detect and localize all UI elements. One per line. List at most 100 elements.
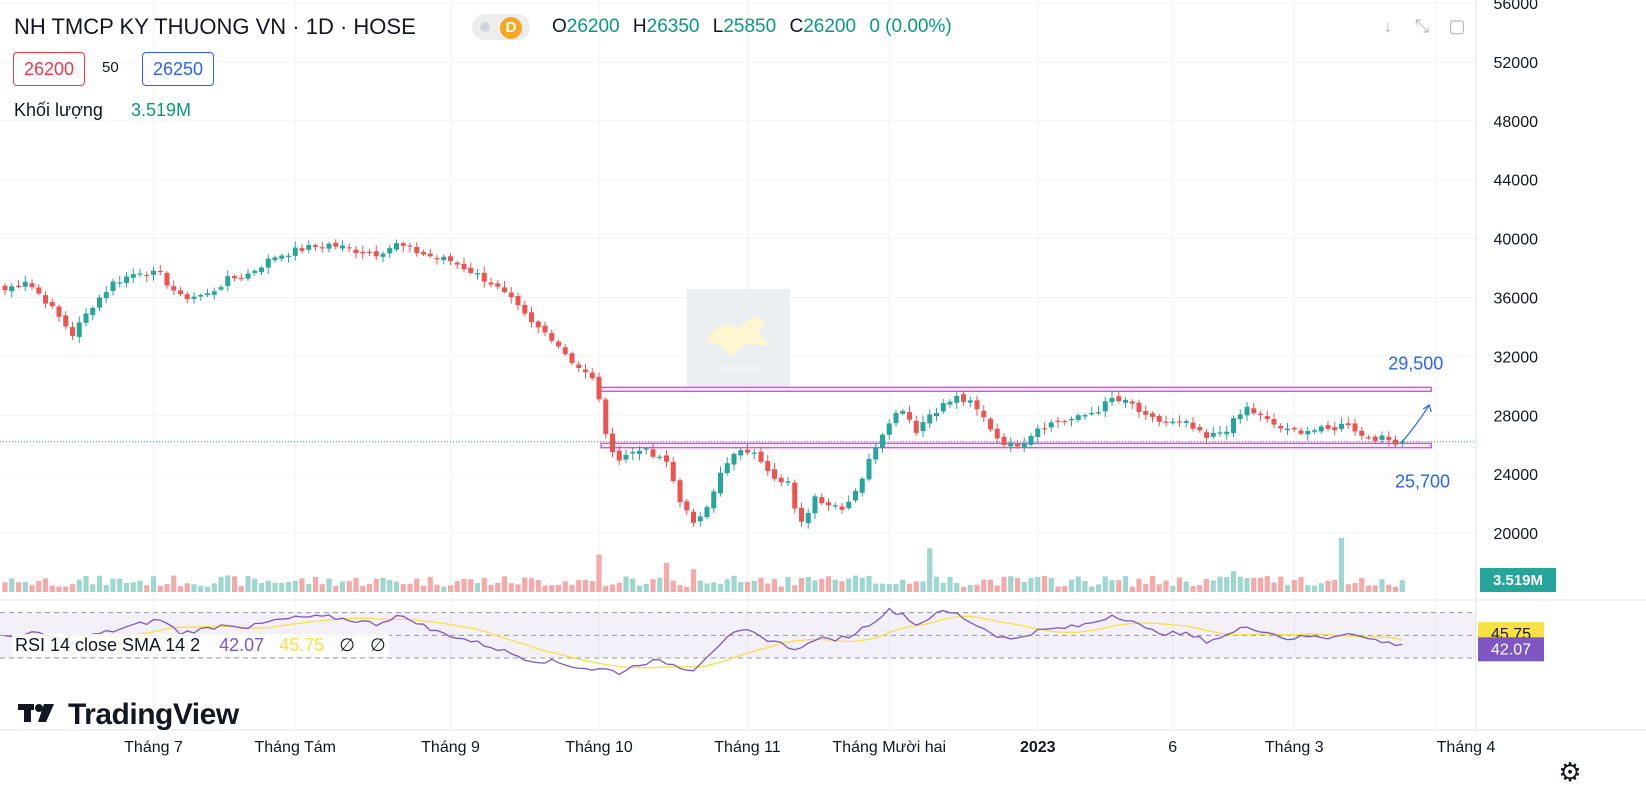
rsi-legend-sma: 45.75 — [279, 635, 325, 655]
candle-body — [1372, 436, 1378, 441]
candle-body — [704, 507, 710, 517]
volume-bar — [1379, 579, 1385, 592]
volume-bar — [974, 584, 980, 592]
symbol-title[interactable]: NH TMCP KY THUONG VN · 1D · HOSE — [14, 14, 416, 39]
candle-body — [1399, 441, 1405, 444]
candle-body — [137, 273, 143, 275]
volume-bar — [1048, 578, 1054, 592]
candle-body — [90, 307, 96, 316]
candle-body — [448, 256, 453, 262]
price-axis[interactable]: 20000 24000 28000 32000 36000 40000 44000 48000… — [1478, 0, 1556, 662]
data-status-badge[interactable]: D — [472, 14, 530, 40]
volume-bar — [360, 585, 366, 592]
sell-price-button[interactable]: 26200 — [13, 52, 86, 86]
volume-bar — [1021, 581, 1027, 592]
candle-body — [859, 478, 865, 493]
volume-bar — [171, 575, 177, 592]
tradingview-logo[interactable]: TradingView — [18, 698, 239, 732]
volume-bar — [630, 578, 636, 592]
candle-body — [508, 292, 514, 297]
volume-bar — [846, 578, 852, 592]
candle-body — [16, 285, 21, 288]
volume-bar — [1291, 580, 1297, 592]
candle-body — [1062, 421, 1068, 423]
watermark: NhaDauTu79 — [687, 289, 790, 387]
volume-bar — [771, 579, 778, 592]
time-tick-label: Tháng 7 — [124, 739, 183, 756]
volume-bar — [927, 548, 933, 592]
volume-bar — [569, 584, 575, 592]
candle-body — [799, 507, 804, 522]
price-tick-label: 48000 — [1494, 114, 1539, 131]
candle-body — [367, 251, 372, 254]
volume-bar — [1305, 585, 1311, 592]
candle-body — [468, 267, 474, 273]
candle-body — [1285, 428, 1290, 431]
volume-bar — [744, 581, 751, 592]
candle-body — [1325, 425, 1331, 429]
maximize-icon[interactable]: ▢ — [1448, 16, 1466, 36]
volume-bar — [117, 578, 123, 592]
volume-bar — [825, 576, 832, 592]
volume-bar — [1156, 584, 1162, 592]
tradingview-logo-icon — [18, 698, 60, 732]
collapse-icon[interactable]: ⤡ — [1414, 16, 1430, 36]
volume-bar — [191, 584, 197, 592]
volume-bar — [231, 576, 238, 592]
volume-bar — [306, 583, 312, 592]
volume-label[interactable]: Khối lượng — [14, 100, 103, 120]
candle-body — [151, 270, 156, 275]
volume-bar — [420, 585, 427, 592]
candle-body — [400, 243, 406, 246]
candle-body — [562, 347, 568, 355]
candle-body — [373, 251, 379, 257]
gear-icon[interactable]: ⚙ — [1558, 757, 1582, 787]
zone-annotations: 29,500 25,700 — [1388, 353, 1450, 491]
volume-bar — [1001, 576, 1007, 592]
candle-body — [1035, 428, 1041, 437]
volume-bar — [319, 584, 325, 592]
rsi-legend[interactable]: RSI 14 close SMA 14 2 42.07 45.75 ∅ ∅ — [12, 634, 389, 657]
volume-bar — [596, 554, 602, 592]
price-tick-label: 20000 — [1494, 526, 1539, 543]
volume-bar — [400, 584, 406, 592]
buy-price-button[interactable]: 26250 — [142, 52, 215, 86]
volume-bar — [1345, 584, 1351, 592]
volume-bar — [839, 581, 845, 592]
candle-body — [691, 511, 696, 523]
volume-bar — [886, 584, 892, 592]
volume-bar — [1244, 577, 1250, 592]
time-axis[interactable]: Tháng 7 Tháng Tám Tháng 9 Tháng 10 Tháng 11 T… — [124, 739, 1495, 756]
volume-bar — [724, 579, 730, 592]
candle-body — [549, 332, 555, 341]
candle-body — [495, 283, 501, 287]
candle-body — [63, 315, 69, 327]
volume-bar — [42, 578, 49, 592]
candle-body — [1055, 420, 1061, 422]
volume-bar — [603, 586, 609, 592]
candle-body — [252, 270, 258, 273]
time-tick-label: Tháng 9 — [421, 739, 480, 756]
status-dot-icon — [480, 22, 490, 32]
candle-body — [1318, 426, 1324, 432]
volume-bar — [819, 578, 825, 592]
candle-body — [947, 401, 953, 405]
volume-bar — [1041, 576, 1048, 592]
volume-bar — [488, 584, 494, 592]
volume-bar — [144, 585, 150, 592]
candle-body — [421, 251, 426, 255]
volume-bar — [1068, 579, 1075, 592]
volume-bar — [164, 584, 170, 592]
volume-bar — [920, 581, 926, 592]
volume-bars — [2, 537, 1405, 592]
volume-bar — [198, 585, 204, 592]
volume-bar — [22, 582, 28, 592]
volume-bar — [1170, 585, 1176, 592]
candle-body — [677, 480, 683, 502]
volume-bar — [1392, 586, 1399, 592]
arrow-down-icon[interactable]: ↓ — [1383, 16, 1393, 36]
volume-bar — [501, 576, 508, 592]
candle-body — [724, 463, 730, 474]
volume-bar — [1332, 580, 1338, 592]
